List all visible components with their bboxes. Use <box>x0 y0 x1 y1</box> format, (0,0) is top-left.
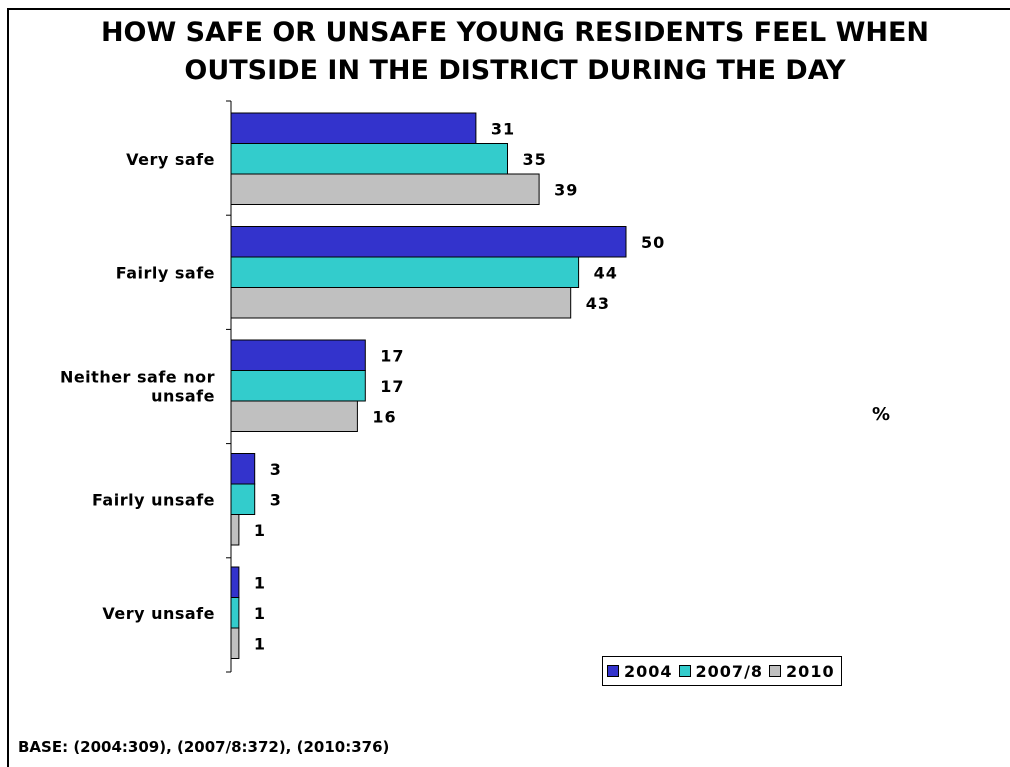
data-label: 50 <box>641 233 665 252</box>
legend-swatch-2010 <box>769 665 782 677</box>
unit-label: % <box>872 404 891 425</box>
bar <box>230 627 240 659</box>
legend-item-2004: 2004 <box>607 662 673 681</box>
bar <box>230 566 240 598</box>
bar <box>230 483 256 515</box>
category-label: Neither safe nor unsafe <box>60 367 215 405</box>
bar <box>230 112 477 144</box>
bar <box>230 226 627 258</box>
data-label: 1 <box>254 573 266 592</box>
bar <box>230 256 580 288</box>
category-label: Fairly safe <box>116 263 215 282</box>
data-label: 31 <box>491 119 515 138</box>
bar <box>230 514 240 546</box>
slide-frame <box>7 8 1010 767</box>
data-label: 16 <box>372 407 396 426</box>
base-note: BASE: (2004:309), (2007/8:372), (2010:37… <box>18 738 390 756</box>
chart-legend: 2004 2007/8 2010 <box>602 656 842 686</box>
bar <box>230 287 572 319</box>
bar <box>230 400 358 432</box>
data-label: 35 <box>523 150 547 169</box>
bar <box>230 597 240 629</box>
chart-title: HOW SAFE OR UNSAFE YOUNG RESIDENTS FEEL … <box>100 17 930 86</box>
legend-swatch-2004 <box>607 665 619 677</box>
data-label: 3 <box>270 490 282 509</box>
data-label: 17 <box>380 377 404 396</box>
bar <box>230 339 366 371</box>
data-label: 1 <box>254 634 266 653</box>
data-label: 44 <box>594 263 618 282</box>
data-label: 17 <box>380 346 404 365</box>
bar <box>230 370 366 402</box>
legend-label-2007-8: 2007/8 <box>695 661 764 681</box>
legend-item-2007-8: 2007/8 <box>678 661 764 681</box>
category-label: Fairly unsafe <box>92 490 215 509</box>
data-label: 1 <box>254 521 266 540</box>
category-label: Very safe <box>126 150 215 169</box>
data-label: 43 <box>586 294 610 313</box>
bar <box>230 173 540 205</box>
legend-swatch-2007-8 <box>678 665 691 677</box>
data-label: 1 <box>254 604 266 623</box>
category-label: Very unsafe <box>102 604 215 623</box>
bar <box>230 143 508 175</box>
bar <box>230 453 256 485</box>
legend-label-2004: 2004 <box>624 661 673 681</box>
legend-label-2010: 2010 <box>786 661 835 681</box>
legend-item-2010: 2010 <box>769 662 835 681</box>
data-label: 39 <box>554 180 578 199</box>
data-label: 3 <box>270 460 282 479</box>
